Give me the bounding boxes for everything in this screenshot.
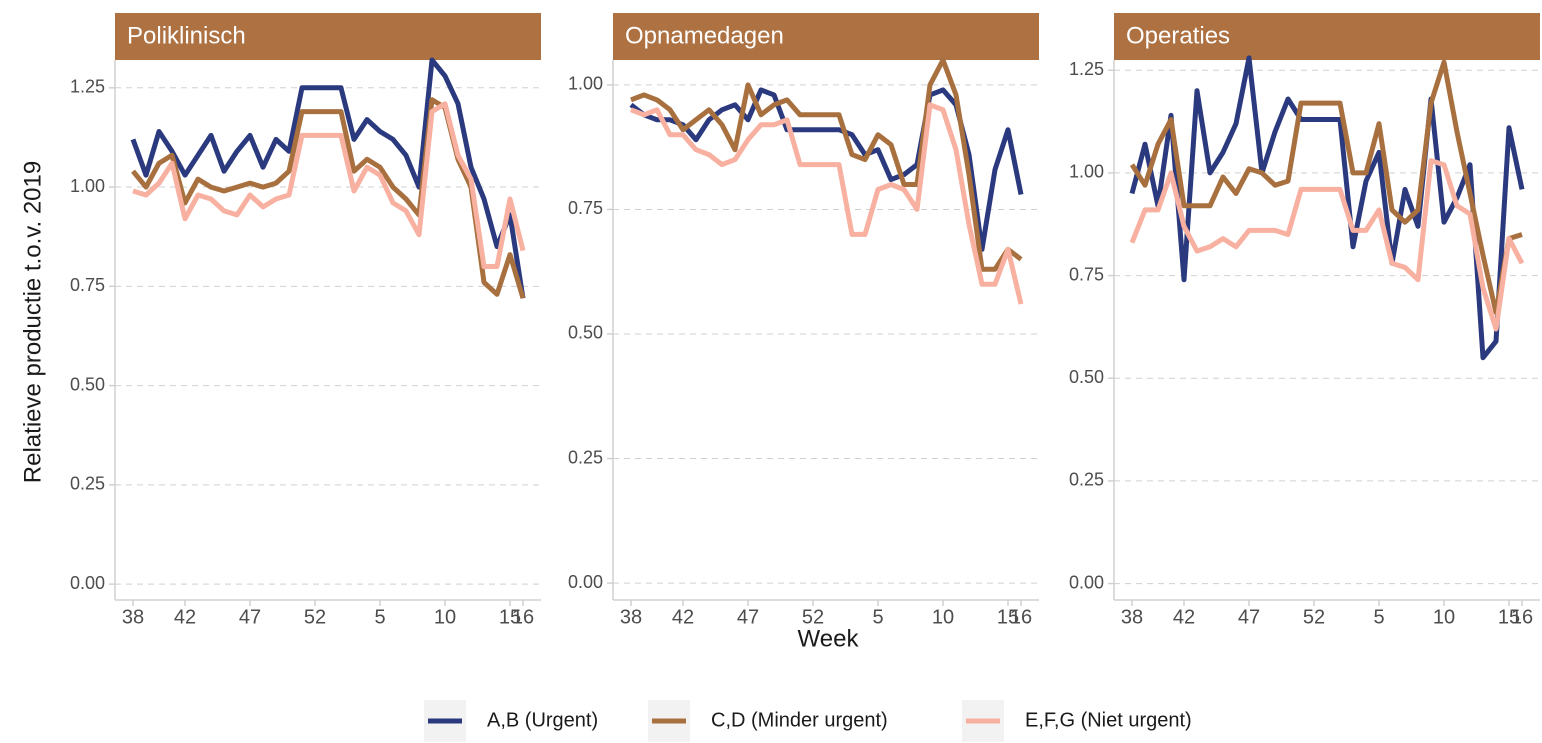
- facet-title: Operaties: [1126, 22, 1230, 49]
- facet-title: Poliklinisch: [127, 22, 246, 49]
- x-tick-label: 15: [499, 606, 521, 628]
- y-axis-title: Relatieve productie t.o.v. 2019: [19, 161, 46, 483]
- x-tick-label: 38: [620, 606, 642, 628]
- series-line: [132, 101, 526, 269]
- y-tick-label: 0.25: [568, 447, 603, 467]
- y-tick-label: 0.50: [1069, 367, 1104, 387]
- x-tick-label: 38: [1121, 606, 1143, 628]
- series-line: [1129, 158, 1525, 332]
- x-tick-label: 15: [1498, 606, 1520, 628]
- y-tick-label: 0.75: [568, 198, 603, 218]
- x-tick-label: 52: [802, 606, 824, 628]
- legend-label: C,D (Minder urgent): [711, 709, 888, 731]
- facet-strip: [613, 13, 1039, 60]
- y-tick-label: 0.00: [1069, 572, 1104, 592]
- y-tick-label: 1.00: [568, 74, 603, 94]
- x-tick-label: 10: [1433, 606, 1455, 628]
- facet-strip: [1114, 13, 1540, 60]
- x-tick-label: 16: [512, 606, 534, 628]
- y-tick-label: 0.50: [568, 323, 603, 343]
- y-tick-label: 0.50: [70, 374, 105, 394]
- y-tick-label: 1.00: [70, 176, 105, 196]
- y-tick-label: 1.25: [70, 77, 105, 97]
- y-tick-label: 0.75: [1069, 264, 1104, 284]
- x-tick-label: 47: [239, 606, 261, 628]
- x-tick-label: 47: [1238, 606, 1260, 628]
- x-tick-label: 52: [304, 606, 326, 628]
- series-line: [630, 102, 1024, 305]
- x-tick-label: 15: [997, 606, 1019, 628]
- y-tick-label: 1.25: [1069, 59, 1104, 79]
- x-tick-label: 5: [872, 606, 883, 628]
- y-tick-label: 1.00: [1069, 162, 1104, 182]
- y-tick-label: 0.25: [70, 474, 105, 494]
- series-line: [1129, 59, 1523, 315]
- series-line: [130, 57, 526, 299]
- x-tick-label: 16: [1010, 606, 1032, 628]
- facet-title: Opnamedagen: [625, 22, 784, 49]
- x-tick-label: 42: [174, 606, 196, 628]
- y-tick-label: 0.00: [568, 572, 603, 592]
- y-tick-label: 0.75: [70, 275, 105, 295]
- legend-label: A,B (Urgent): [487, 709, 598, 731]
- x-tick-label: 5: [1373, 606, 1384, 628]
- x-tick-label: 16: [1511, 606, 1533, 628]
- x-tick-label: 5: [374, 606, 385, 628]
- x-tick-label: 10: [932, 606, 954, 628]
- x-tick-label: 10: [434, 606, 456, 628]
- x-tick-label: 42: [672, 606, 694, 628]
- x-tick-label: 52: [1303, 606, 1325, 628]
- x-tick-label: 42: [1173, 606, 1195, 628]
- x-tick-label: 47: [737, 606, 759, 628]
- series-line: [630, 57, 1023, 272]
- x-tick-label: 38: [122, 606, 144, 628]
- y-tick-label: 0.25: [1069, 470, 1104, 490]
- y-tick-label: 0.00: [70, 573, 105, 593]
- x-axis-title: Week: [798, 625, 860, 652]
- facet-strip: [115, 13, 541, 60]
- legend-label: E,F,G (Niet urgent): [1025, 709, 1192, 731]
